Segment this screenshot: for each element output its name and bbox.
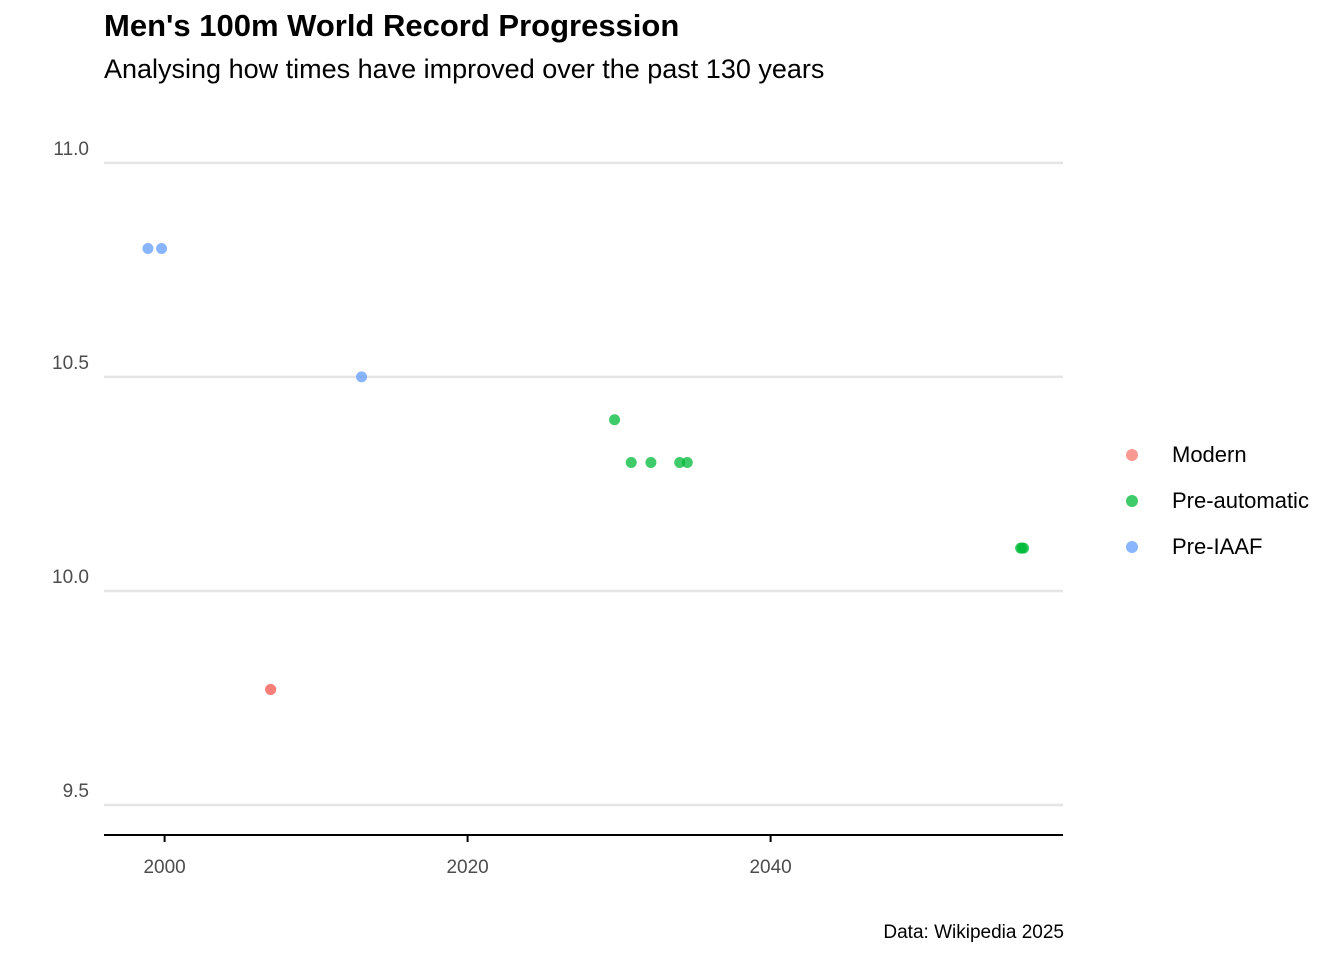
data-point-pre-iaaf [142, 242, 154, 254]
data-point-pre-automatic [681, 457, 693, 469]
data-point-pre-automatic [609, 414, 621, 426]
data-point-pre-automatic [625, 457, 637, 469]
data-point-pre-automatic [674, 457, 686, 469]
y-tick-label: 10.0 [52, 567, 89, 588]
x-tick-label: 2040 [749, 857, 791, 878]
data-point-pre-iaaf [356, 371, 368, 383]
data-point-pre-automatic [1018, 542, 1030, 554]
legend: Modern Pre-automatic Pre-IAAF [1120, 432, 1309, 570]
legend-item: Pre-IAAF [1120, 524, 1309, 570]
legend-label: Pre-automatic [1172, 488, 1309, 513]
chart-title: Men's 100m World Record Progression [104, 8, 680, 43]
legend-label: Modern [1172, 442, 1247, 467]
legend-key [1126, 495, 1138, 507]
legend-label: Pre-IAAF [1172, 534, 1263, 559]
y-tick-label: 11.0 [53, 139, 89, 160]
data-point-pre-automatic [645, 457, 657, 469]
y-tick-label: 9.5 [63, 781, 89, 802]
x-tick-label: 2000 [143, 857, 185, 878]
data-point-modern [265, 683, 277, 695]
legend-key [1126, 449, 1138, 461]
chart-caption: Data: Wikipedia 2025 [883, 922, 1064, 943]
legend-item: Modern [1120, 432, 1309, 478]
x-tick-label: 2020 [446, 857, 488, 878]
chart-subtitle: Analysing how times have improved over t… [104, 54, 825, 84]
data-point-pre-iaaf [156, 242, 168, 254]
y-tick-label: 10.5 [52, 353, 89, 374]
legend-item: Pre-automatic [1120, 478, 1309, 524]
axes: 9.5 10.0 10.5 11.0 2000 2020 2040 [52, 139, 1063, 878]
gridlines [104, 161, 1063, 807]
data-points [142, 242, 1030, 695]
legend-key [1126, 541, 1138, 553]
